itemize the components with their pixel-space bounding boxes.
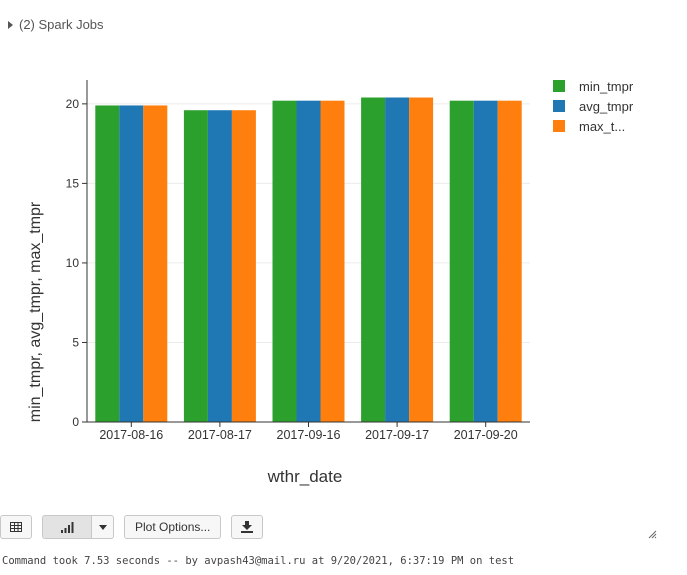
legend-swatch xyxy=(553,100,565,112)
bar-max_t-2017-09-20 xyxy=(497,100,522,422)
bar-min_tmpr-2017-09-17 xyxy=(361,97,386,422)
legend-label: avg_tmpr xyxy=(579,99,634,114)
bar-avg_tmpr-2017-09-16 xyxy=(296,100,321,422)
spark-jobs-label: (2) Spark Jobs xyxy=(19,17,104,32)
chart-toolbar: Plot Options... xyxy=(0,514,264,540)
y-tick-label: 20 xyxy=(66,97,80,111)
legend-label: min_tmpr xyxy=(579,79,634,94)
bar-min_tmpr-2017-09-16 xyxy=(272,100,297,422)
y-tick-label: 15 xyxy=(66,176,80,190)
chevron-down-icon xyxy=(98,524,107,530)
legend-label: max_t... xyxy=(579,119,625,134)
x-axis-label: wthr_date xyxy=(267,467,343,486)
bar-chart-icon xyxy=(60,521,73,533)
y-tick-label: 0 xyxy=(72,415,79,429)
y-axis-label: min_tmpr, avg_tmpr, max_tmpr xyxy=(27,201,44,422)
caret-right-icon xyxy=(8,20,13,29)
x-tick-label: 2017-09-16 xyxy=(277,428,341,442)
bar-min_tmpr-2017-08-17 xyxy=(183,110,208,422)
legend-swatch xyxy=(553,120,565,132)
plot-options-button[interactable]: Plot Options... xyxy=(124,515,222,539)
x-tick-label: 2017-09-20 xyxy=(454,428,518,442)
chart-type-dropdown[interactable] xyxy=(92,515,114,539)
bar-chart-view-button[interactable] xyxy=(42,515,92,539)
bar-avg_tmpr-2017-09-17 xyxy=(385,97,410,422)
download-icon xyxy=(241,521,254,533)
download-button[interactable] xyxy=(231,515,264,539)
bar-avg_tmpr-2017-08-17 xyxy=(207,110,232,422)
spark-jobs-toggle[interactable]: (2) Spark Jobs xyxy=(8,17,104,32)
chart-bars xyxy=(95,97,522,422)
resize-handle-icon[interactable] xyxy=(648,530,657,539)
y-tick-label: 5 xyxy=(72,335,79,349)
y-tick-label: 10 xyxy=(66,256,80,270)
x-tick-label: 2017-08-16 xyxy=(99,428,163,442)
legend-swatch xyxy=(553,80,565,92)
chart-legend: min_tmpr avg_tmpr max_t... xyxy=(553,79,634,134)
x-tick-label: 2017-09-17 xyxy=(365,428,429,442)
bar-max_t-2017-08-17 xyxy=(231,110,256,422)
bar-min_tmpr-2017-09-20 xyxy=(449,100,474,422)
table-view-button[interactable] xyxy=(0,515,32,539)
bar-max_t-2017-09-17 xyxy=(409,97,434,422)
bar-min_tmpr-2017-08-16 xyxy=(95,105,120,422)
bar-avg_tmpr-2017-09-20 xyxy=(473,100,498,422)
table-icon xyxy=(10,522,22,532)
x-tick-label: 2017-08-17 xyxy=(188,428,252,442)
bar-max_t-2017-09-16 xyxy=(320,100,345,422)
bar-max_t-2017-08-16 xyxy=(143,105,168,422)
bar-chart: 0 5 10 15 20 2017-08-16 2017-08-17 2017-09-16 20… xyxy=(27,79,634,486)
command-status: Command took 7.53 seconds -- by avpash43… xyxy=(2,555,515,567)
bar-avg_tmpr-2017-08-16 xyxy=(119,105,144,422)
chart-axes: 0 5 10 15 20 2017-08-16 2017-08-17 2017-09-16 20… xyxy=(66,80,530,442)
